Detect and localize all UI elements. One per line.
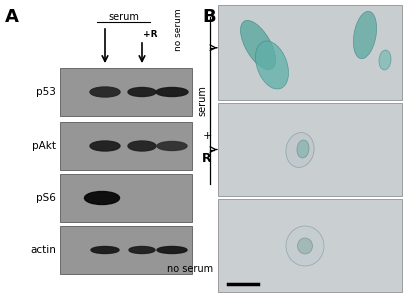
Ellipse shape — [128, 141, 156, 151]
Ellipse shape — [241, 20, 275, 70]
Bar — [60, 174, 192, 222]
Text: A: A — [5, 8, 19, 26]
Bar — [60, 226, 192, 274]
Text: pAkt: pAkt — [32, 141, 56, 151]
Ellipse shape — [157, 142, 187, 150]
Ellipse shape — [90, 87, 120, 97]
Ellipse shape — [85, 191, 119, 204]
Ellipse shape — [354, 11, 377, 59]
Text: B: B — [202, 8, 215, 26]
Bar — [218, 199, 402, 292]
Bar — [60, 122, 192, 170]
Text: serum: serum — [108, 12, 139, 22]
Ellipse shape — [91, 246, 119, 253]
Text: +R: +R — [143, 30, 158, 39]
Text: R: R — [202, 152, 212, 165]
Bar — [60, 68, 192, 116]
Ellipse shape — [286, 133, 314, 167]
Ellipse shape — [129, 246, 155, 253]
Ellipse shape — [156, 88, 188, 97]
Ellipse shape — [298, 238, 313, 254]
Text: +: + — [202, 130, 212, 140]
Ellipse shape — [286, 226, 324, 266]
Text: serum: serum — [197, 85, 207, 116]
Text: p53: p53 — [36, 87, 56, 97]
Ellipse shape — [128, 88, 156, 97]
Ellipse shape — [157, 246, 187, 253]
Bar — [218, 103, 402, 196]
Bar — [218, 5, 402, 100]
Text: actin: actin — [30, 245, 56, 255]
Text: pS6: pS6 — [36, 193, 56, 203]
Ellipse shape — [297, 140, 309, 158]
Ellipse shape — [90, 141, 120, 151]
Ellipse shape — [256, 41, 288, 89]
Text: no serum: no serum — [167, 264, 213, 274]
Text: no serum: no serum — [174, 8, 183, 51]
Ellipse shape — [379, 50, 391, 70]
